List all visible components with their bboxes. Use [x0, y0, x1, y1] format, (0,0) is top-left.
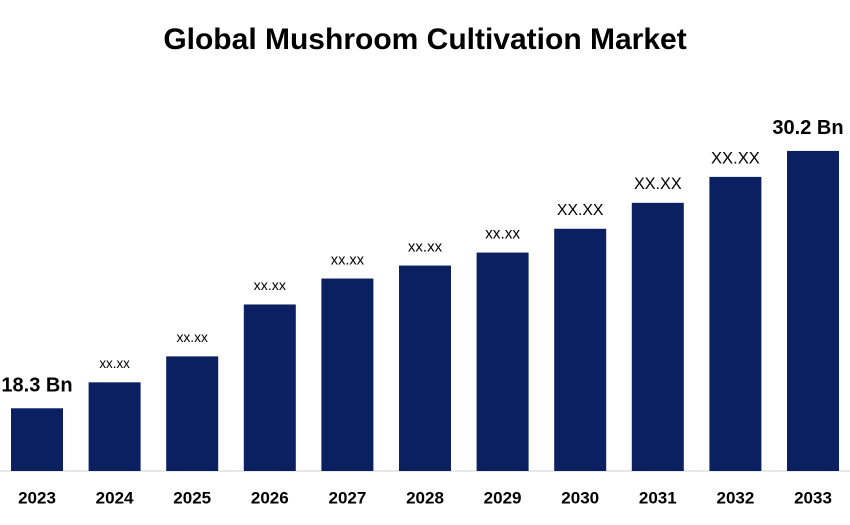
x-tick-label: 2027: [328, 488, 366, 507]
bar: [243, 304, 296, 471]
value-label: xx.xx: [254, 278, 286, 294]
x-tick-label: 2026: [251, 488, 289, 507]
x-tick-label: 2030: [561, 488, 599, 507]
chart-title: Global Mushroom Cultivation Market: [163, 23, 686, 56]
value-label: 30.2 Bn: [772, 117, 843, 139]
x-tick-label: 2031: [639, 488, 677, 507]
bar: [11, 408, 63, 471]
bar: [88, 382, 141, 471]
value-label: xx.xx: [485, 226, 520, 243]
value-label: XX.XX: [557, 202, 604, 219]
x-tick-label: 2029: [484, 488, 522, 507]
value-label: xx.xx: [99, 356, 130, 371]
value-label: xx.xx: [331, 252, 365, 268]
value-label: XX.XX: [711, 148, 760, 167]
bar: [709, 176, 762, 471]
bar: [476, 252, 529, 471]
bar: [631, 202, 684, 471]
bar: [399, 265, 451, 471]
bar: [554, 228, 607, 471]
x-tick-label: 2025: [173, 488, 211, 507]
bar: [321, 278, 374, 471]
x-tick-label: 2023: [18, 488, 56, 507]
x-tick-label: 2033: [794, 488, 832, 507]
value-label: xx.xx: [176, 330, 208, 345]
bar: [166, 356, 219, 471]
x-tick-label: 2024: [96, 488, 134, 507]
bar: [787, 150, 839, 471]
value-label: 18.3 Bn: [1, 375, 72, 397]
value-label: xx.xx: [408, 239, 443, 256]
x-tick-label: 2028: [406, 488, 444, 507]
value-label: XX.XX: [634, 175, 682, 193]
x-tick-label: 2032: [716, 488, 754, 507]
